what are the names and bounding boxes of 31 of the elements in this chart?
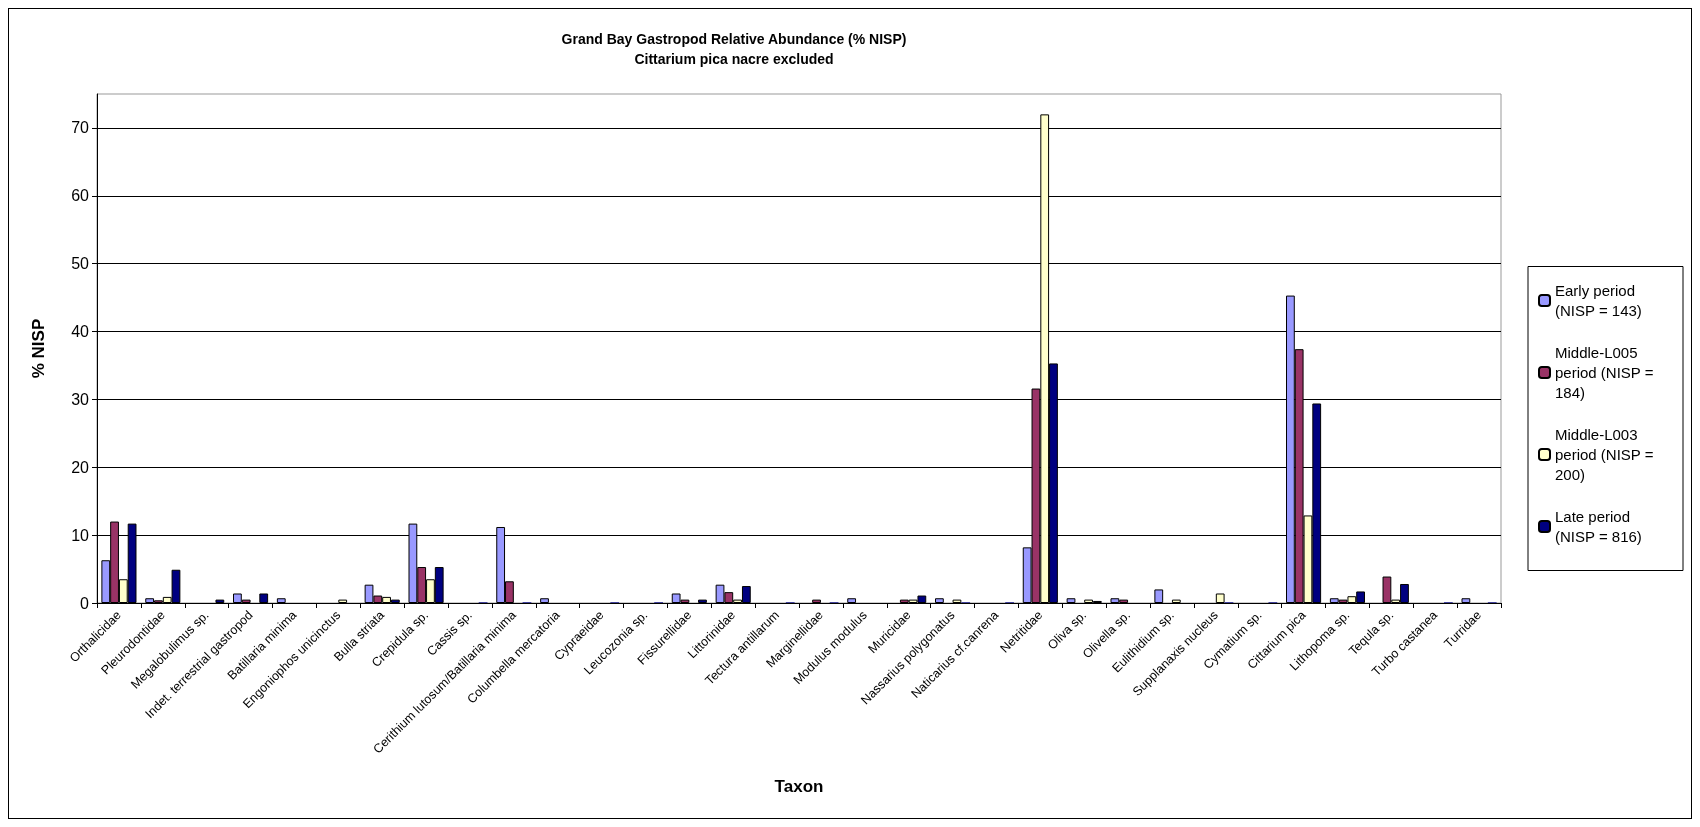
y-tick-label: 60	[71, 187, 90, 205]
bar	[847, 598, 857, 603]
bar	[1066, 598, 1076, 603]
bar	[1461, 598, 1471, 603]
y-tick-label: 50	[71, 255, 90, 273]
bar	[952, 599, 962, 603]
legend-label: Early period (NISP = 143)	[1555, 282, 1642, 319]
legend-label: Late period (NISP = 816)	[1555, 508, 1642, 545]
bar	[812, 599, 821, 603]
bar	[338, 599, 348, 603]
x-axis-title: Taxon	[774, 777, 824, 796]
bar	[540, 598, 549, 603]
y-tick-label: 20	[71, 458, 90, 476]
y-tick-label: 10	[71, 526, 90, 544]
chart-title: Grand Bay Gastropod Relative Abundance (% NISP)	[561, 31, 907, 47]
y-tick-label: 0	[80, 594, 90, 612]
legend-label: Middle-L003 period (NISP = 200)	[1555, 426, 1658, 483]
bar	[1215, 593, 1225, 603]
bar	[259, 593, 269, 603]
y-tick-label: 70	[71, 119, 90, 137]
y-axis-title: % NISP	[29, 318, 48, 379]
bar	[1171, 599, 1181, 603]
bar	[1154, 589, 1164, 603]
bar	[935, 598, 944, 603]
bar	[215, 599, 225, 603]
y-tick-label: 30	[71, 390, 90, 408]
legend-label: Middle-L005 period (NISP = 184)	[1555, 344, 1658, 401]
bar	[698, 599, 707, 603]
bar	[276, 598, 286, 603]
y-tick-label: 40	[71, 323, 90, 341]
chart-subtitle: Cittarium pica nacre excluded	[634, 51, 834, 67]
